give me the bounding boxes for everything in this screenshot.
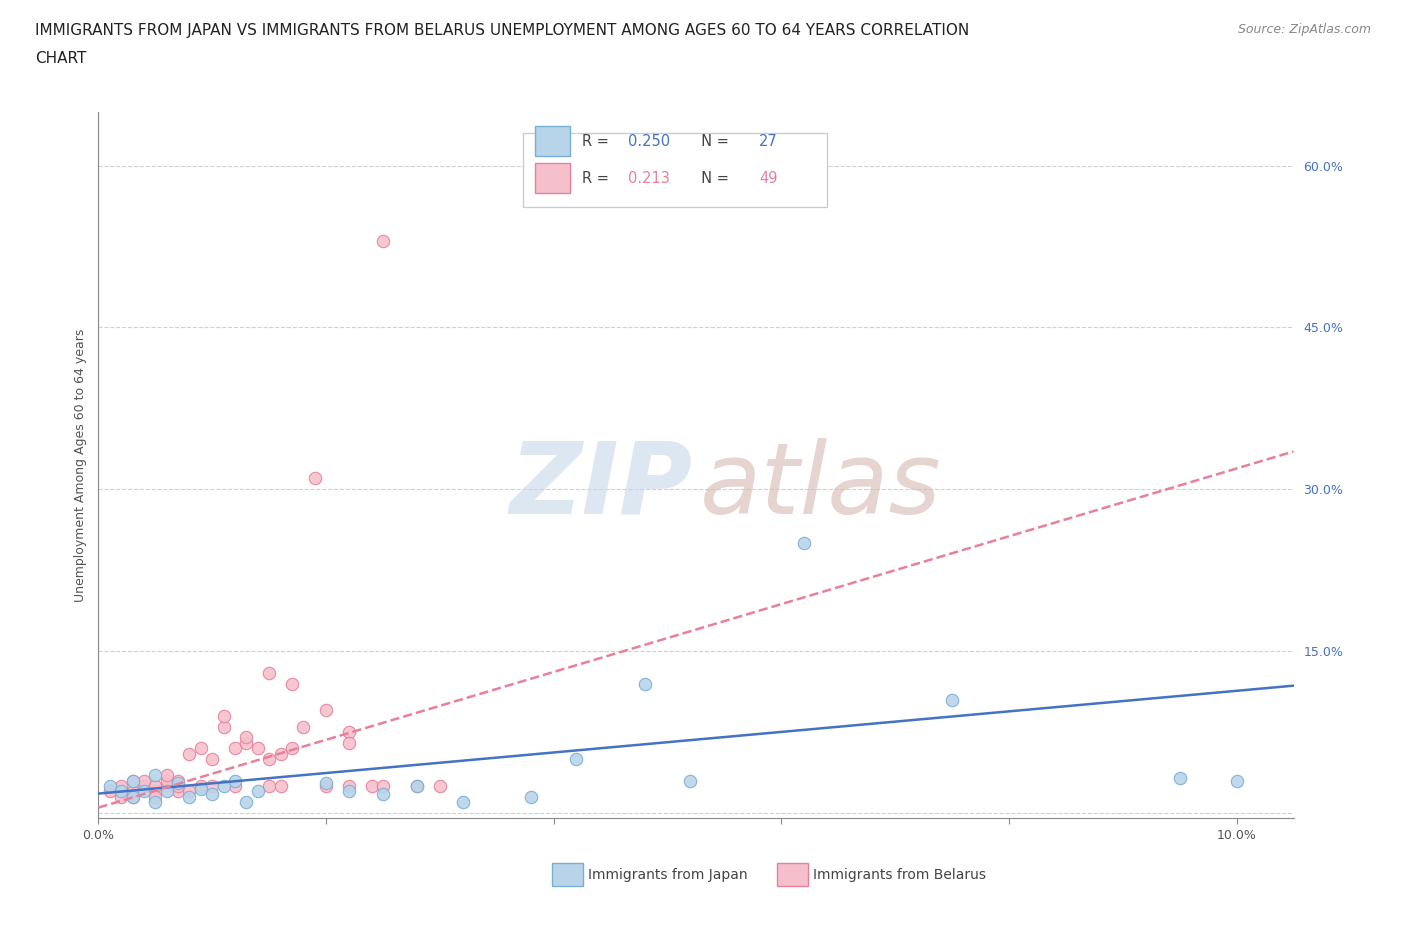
Text: IMMIGRANTS FROM JAPAN VS IMMIGRANTS FROM BELARUS UNEMPLOYMENT AMONG AGES 60 TO 6: IMMIGRANTS FROM JAPAN VS IMMIGRANTS FROM…: [35, 23, 969, 38]
Text: Immigrants from Belarus: Immigrants from Belarus: [813, 868, 987, 883]
Point: [793, 536, 815, 551]
Point: [156, 773, 179, 788]
Point: [337, 724, 360, 739]
Text: Immigrants from Japan: Immigrants from Japan: [588, 868, 748, 883]
Point: [360, 778, 382, 793]
Point: [281, 741, 304, 756]
Point: [190, 741, 212, 756]
Text: R =: R =: [582, 134, 614, 149]
Point: [143, 778, 166, 793]
Point: [167, 784, 190, 799]
Point: [246, 741, 269, 756]
Text: ZIP: ZIP: [509, 438, 692, 535]
Point: [235, 795, 257, 810]
Text: 0.250: 0.250: [628, 134, 671, 149]
Point: [270, 746, 292, 761]
Point: [179, 746, 201, 761]
Point: [257, 751, 280, 766]
Point: [212, 778, 235, 793]
Point: [270, 778, 292, 793]
Text: N =: N =: [692, 170, 734, 186]
Point: [235, 730, 257, 745]
Point: [190, 778, 212, 793]
Point: [179, 790, 201, 804]
Text: 49: 49: [759, 170, 778, 186]
Point: [156, 778, 179, 793]
Point: [156, 784, 179, 799]
Point: [315, 778, 337, 793]
Point: [315, 703, 337, 718]
Point: [121, 773, 143, 788]
Point: [371, 786, 394, 801]
Point: [167, 773, 190, 788]
Point: [98, 784, 121, 799]
Point: [179, 784, 201, 799]
Point: [201, 786, 224, 801]
Text: R =: R =: [582, 170, 614, 186]
Point: [132, 784, 155, 799]
Point: [201, 751, 224, 766]
Point: [565, 751, 588, 766]
Point: [337, 784, 360, 799]
Point: [212, 719, 235, 734]
Point: [337, 736, 360, 751]
Point: [156, 768, 179, 783]
Point: [337, 778, 360, 793]
Point: [451, 795, 474, 810]
Point: [257, 778, 280, 793]
Point: [121, 790, 143, 804]
Point: [121, 773, 143, 788]
Point: [143, 790, 166, 804]
Point: [679, 773, 702, 788]
Point: [246, 784, 269, 799]
Point: [167, 776, 190, 790]
Point: [98, 778, 121, 793]
Point: [143, 784, 166, 799]
Text: Source: ZipAtlas.com: Source: ZipAtlas.com: [1237, 23, 1371, 36]
Point: [224, 773, 246, 788]
Text: 27: 27: [759, 134, 778, 149]
Point: [143, 795, 166, 810]
Point: [371, 233, 394, 248]
Point: [406, 778, 429, 793]
Point: [371, 778, 394, 793]
Text: atlas: atlas: [700, 438, 941, 535]
Point: [257, 665, 280, 680]
Text: CHART: CHART: [35, 51, 87, 66]
FancyBboxPatch shape: [523, 133, 827, 207]
Text: N =: N =: [692, 134, 734, 149]
Point: [292, 719, 315, 734]
Point: [315, 776, 337, 790]
Point: [520, 790, 543, 804]
Point: [121, 790, 143, 804]
Point: [110, 784, 132, 799]
Point: [406, 778, 429, 793]
Point: [132, 773, 155, 788]
Point: [132, 778, 155, 793]
Point: [429, 778, 451, 793]
Point: [941, 692, 963, 707]
Point: [190, 782, 212, 797]
Point: [121, 784, 143, 799]
Point: [1226, 773, 1249, 788]
Point: [143, 768, 166, 783]
Point: [110, 790, 132, 804]
Point: [224, 741, 246, 756]
Point: [224, 778, 246, 793]
Point: [634, 676, 657, 691]
Point: [167, 778, 190, 793]
Point: [281, 676, 304, 691]
Point: [1168, 771, 1191, 786]
Point: [201, 778, 224, 793]
Point: [212, 709, 235, 724]
FancyBboxPatch shape: [534, 126, 571, 156]
Text: 0.213: 0.213: [628, 170, 669, 186]
FancyBboxPatch shape: [534, 163, 571, 193]
Y-axis label: Unemployment Among Ages 60 to 64 years: Unemployment Among Ages 60 to 64 years: [75, 328, 87, 602]
Point: [110, 778, 132, 793]
Point: [304, 472, 326, 486]
Point: [235, 736, 257, 751]
